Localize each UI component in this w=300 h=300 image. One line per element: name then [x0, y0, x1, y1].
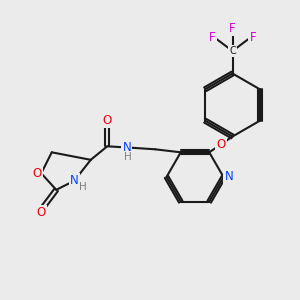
Text: N: N: [122, 141, 131, 154]
Text: O: O: [103, 114, 112, 127]
Text: F: F: [250, 31, 256, 44]
Text: F: F: [209, 31, 215, 44]
Text: N: N: [70, 174, 79, 187]
Text: C: C: [229, 46, 236, 56]
Text: O: O: [32, 167, 41, 180]
Text: H: H: [79, 182, 86, 192]
Text: F: F: [229, 22, 236, 35]
Text: H: H: [124, 152, 131, 162]
Text: O: O: [216, 138, 226, 151]
Text: O: O: [37, 206, 46, 219]
Text: N: N: [224, 170, 233, 184]
